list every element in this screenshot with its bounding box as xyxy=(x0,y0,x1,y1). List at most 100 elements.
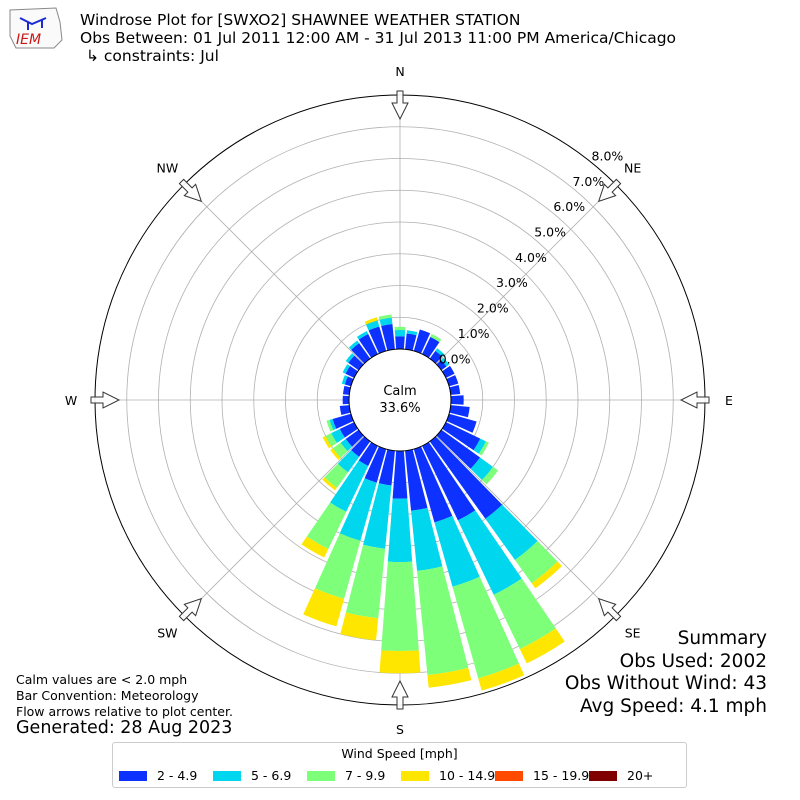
windrose-bar-segment xyxy=(405,333,417,351)
windrose-bar-segment xyxy=(379,317,393,326)
calm-note: Calm values are < 2.0 mph xyxy=(16,672,188,687)
radial-tick-label: 2.0% xyxy=(477,301,509,316)
direction-labels: N NE E SE S SW W NW xyxy=(65,64,733,737)
windrose-bar-segment xyxy=(531,561,563,589)
windrose-bar-segment xyxy=(306,502,347,549)
windrose-bar-segment xyxy=(392,450,408,499)
windrose-bar-segment xyxy=(345,353,355,363)
legend-swatch xyxy=(213,771,241,781)
windrose-bar-segment xyxy=(429,436,503,519)
radial-tick-label: 4.0% xyxy=(515,250,547,265)
windrose-bar-segment xyxy=(378,449,395,486)
windrose-bar-segment xyxy=(356,331,369,340)
legend-swatch xyxy=(401,771,429,781)
grid-spoke xyxy=(435,184,616,365)
direction-label: E xyxy=(725,393,733,408)
windrose-bar-segment xyxy=(411,507,443,571)
direction-label: S xyxy=(396,722,404,737)
windrose-bar-segment xyxy=(394,326,406,331)
flow-arrow xyxy=(178,597,203,622)
direction-label: NW xyxy=(157,160,179,175)
windrose-bar-segment xyxy=(351,343,371,364)
windrose-bar-segment xyxy=(348,340,360,350)
summary-box: Summary Obs Used: 2002 Obs Without Wind:… xyxy=(565,628,767,718)
windrose-bar-segment xyxy=(405,449,428,511)
windrose-bar-segment xyxy=(514,541,558,584)
radial-tick-label: 6.0% xyxy=(553,199,585,214)
flow-arrow xyxy=(391,679,409,710)
summary-obs-used: Obs Used: 2002 xyxy=(619,650,767,672)
windrose-bars xyxy=(301,314,565,691)
grid-spoke xyxy=(184,184,365,365)
legend-label: 15 - 19.9 xyxy=(533,768,590,783)
windrose-bar-segment xyxy=(381,561,419,652)
constraints-text: ↳ constraints: Jul xyxy=(86,47,219,65)
legend-swatch xyxy=(119,771,147,781)
logo-text: IEM xyxy=(16,32,41,48)
windrose-bar-segment xyxy=(345,365,358,378)
windrose-bar-segment xyxy=(325,433,337,447)
windrose-bar-segment xyxy=(331,429,345,444)
windrose-bar-segment xyxy=(329,418,337,431)
legend-swatch xyxy=(589,771,617,781)
flow-arrow xyxy=(391,90,409,121)
radial-tick-label: 1.0% xyxy=(458,326,490,341)
windrose-bar-segment xyxy=(364,446,387,483)
windrose-bar-segment xyxy=(413,446,453,523)
flow-arrow xyxy=(679,391,710,409)
windrose-bar-segment xyxy=(358,334,378,358)
windrose-bar-segment xyxy=(485,504,538,561)
windrose-bar-segment xyxy=(342,364,351,374)
windrose-bar-segment xyxy=(326,419,334,432)
radial-tick-label: 8.0% xyxy=(592,148,624,163)
windrose-bar-segment xyxy=(422,442,476,521)
flow-arrows xyxy=(90,90,710,710)
grid-spoke xyxy=(184,435,365,616)
windrose-bar-segment xyxy=(332,442,348,458)
windrose-bar-segment xyxy=(340,439,353,452)
direction-label: N xyxy=(395,64,404,79)
windrose-bar-segment xyxy=(519,628,565,664)
windrose-bar-segment xyxy=(452,576,519,679)
windrose-bar-segment xyxy=(429,350,443,364)
windrose-bar-segment xyxy=(368,326,387,354)
summary-obs-without-wind: Obs Without Wind: 43 xyxy=(564,673,767,694)
windrose-bar-segment xyxy=(358,442,378,466)
windrose-bar-segment xyxy=(478,441,489,456)
windrose-bar-segment xyxy=(314,533,361,599)
windrose-bar-segment xyxy=(339,478,377,541)
windrose-bar-segment xyxy=(363,483,392,549)
notes-block: Calm values are < 2.0 mph Bar Convention… xyxy=(16,672,233,720)
windrose-bar-segment xyxy=(470,457,493,480)
windrose-bar-segment xyxy=(365,320,380,331)
windrose-bar-segment xyxy=(395,336,405,350)
legend: Wind Speed [mph] 2 - 4.9 5 - 6.9 7 - 9.9 10… xyxy=(112,742,687,788)
windrose-bar-segment xyxy=(337,450,360,473)
windrose-bar-segment xyxy=(324,463,349,488)
windrose-bar-segment xyxy=(301,536,329,558)
radial-tick-label: 3.0% xyxy=(496,275,528,290)
windrose-bar-segment xyxy=(348,355,364,371)
legend-swatch xyxy=(495,771,523,781)
windrose-bar-segment xyxy=(330,460,369,512)
windrose-bar-segment xyxy=(394,329,406,337)
direction-label: NE xyxy=(624,160,641,175)
flow-arrow xyxy=(597,597,622,622)
windrose-bar-segment xyxy=(473,438,487,454)
windrose-bar-segment xyxy=(379,650,421,674)
summary-avg-speed: Avg Speed: 4.1 mph xyxy=(579,695,767,717)
legend-label: 5 - 6.9 xyxy=(251,768,292,783)
windrose-bar-segment xyxy=(345,544,386,619)
windrose-bar-segment xyxy=(449,405,470,418)
windrose-bar-segment xyxy=(457,510,522,595)
calm-value: 33.6% xyxy=(379,401,420,416)
windrose-bar-segment xyxy=(436,359,447,371)
grid-spoke xyxy=(435,435,616,616)
calm-label: Calm xyxy=(383,384,416,399)
windrose-bar-segment xyxy=(339,422,358,438)
bar-convention-note: Bar Convention: Meteorology xyxy=(16,688,199,703)
windrose-bar-segment xyxy=(406,330,418,336)
windrose-bar-segment xyxy=(322,435,332,449)
windrose-bar-segment xyxy=(345,429,364,447)
windrose-bar-segment xyxy=(430,334,442,343)
